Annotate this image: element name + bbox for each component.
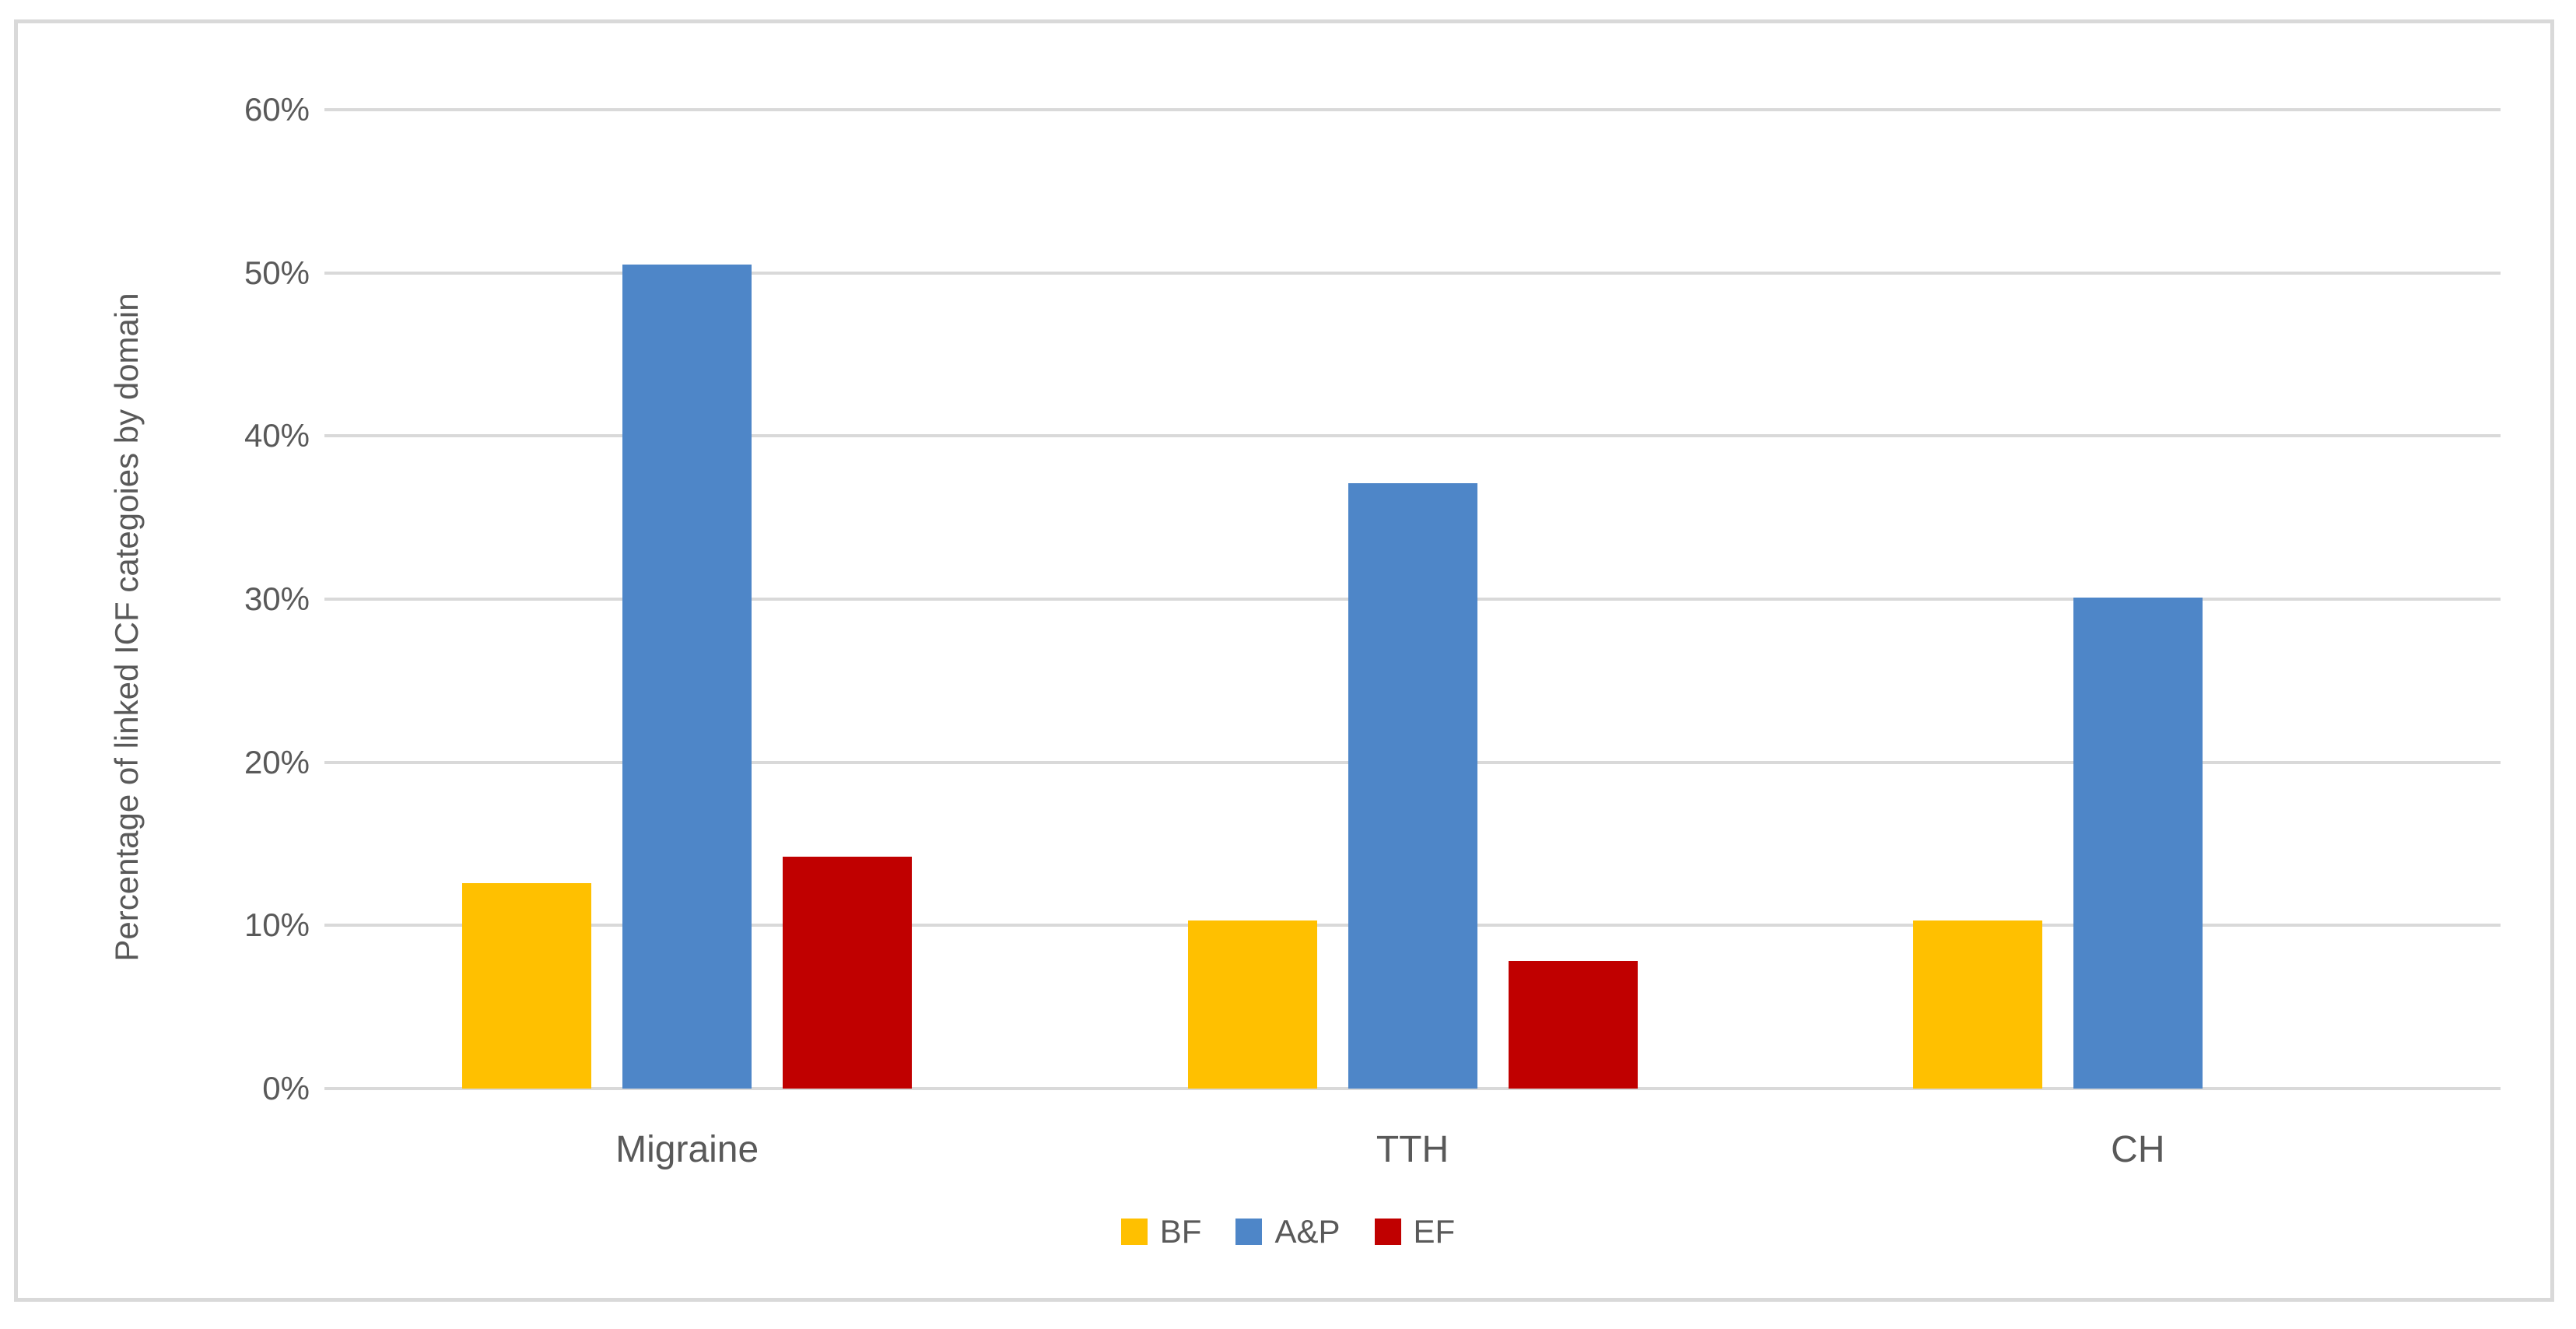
y-tick-label: 0%	[262, 1070, 310, 1106]
legend-item-ap: A&P	[1235, 1212, 1341, 1251]
category-label-ch: CH	[2111, 1129, 2165, 1170]
gridline-40%	[324, 434, 2501, 438]
legend-item-bf: BF	[1120, 1212, 1202, 1251]
bar-ch-bf	[1912, 920, 2042, 1089]
gridline-0%	[324, 1087, 2501, 1090]
y-tick-label: 40%	[244, 417, 310, 454]
bar-migraine-ap	[622, 265, 752, 1089]
category-label-tth: TTH	[1376, 1129, 1449, 1170]
y-tick-label: 20%	[244, 743, 310, 780]
legend-swatch-icon	[1374, 1219, 1401, 1245]
y-tick-label: 30%	[244, 580, 310, 617]
plot-area	[324, 108, 2501, 1090]
bar-tth-ef	[1508, 961, 1638, 1089]
legend-item-ef: EF	[1374, 1212, 1456, 1251]
gridline-60%	[324, 108, 2501, 111]
gridline-50%	[324, 271, 2501, 275]
legend: BF A&P EF	[0, 1212, 2576, 1251]
bar-tth-bf	[1187, 920, 1317, 1089]
category-label-migraine: Migraine	[615, 1129, 759, 1170]
legend-label: EF	[1413, 1213, 1456, 1250]
legend-swatch-icon	[1120, 1219, 1148, 1245]
y-tick-label: 10%	[244, 906, 310, 944]
bar-migraine-ef	[783, 857, 913, 1089]
legend-swatch-icon	[1235, 1219, 1263, 1245]
bar-migraine-bf	[462, 882, 592, 1089]
bar-tth-ap	[1348, 483, 1477, 1089]
y-tick-label: 50%	[244, 254, 310, 291]
legend-label: BF	[1159, 1213, 1202, 1250]
y-tick-label: 60%	[244, 91, 310, 128]
legend-label: A&P	[1274, 1213, 1341, 1250]
bar-ch-ap	[2073, 597, 2203, 1089]
